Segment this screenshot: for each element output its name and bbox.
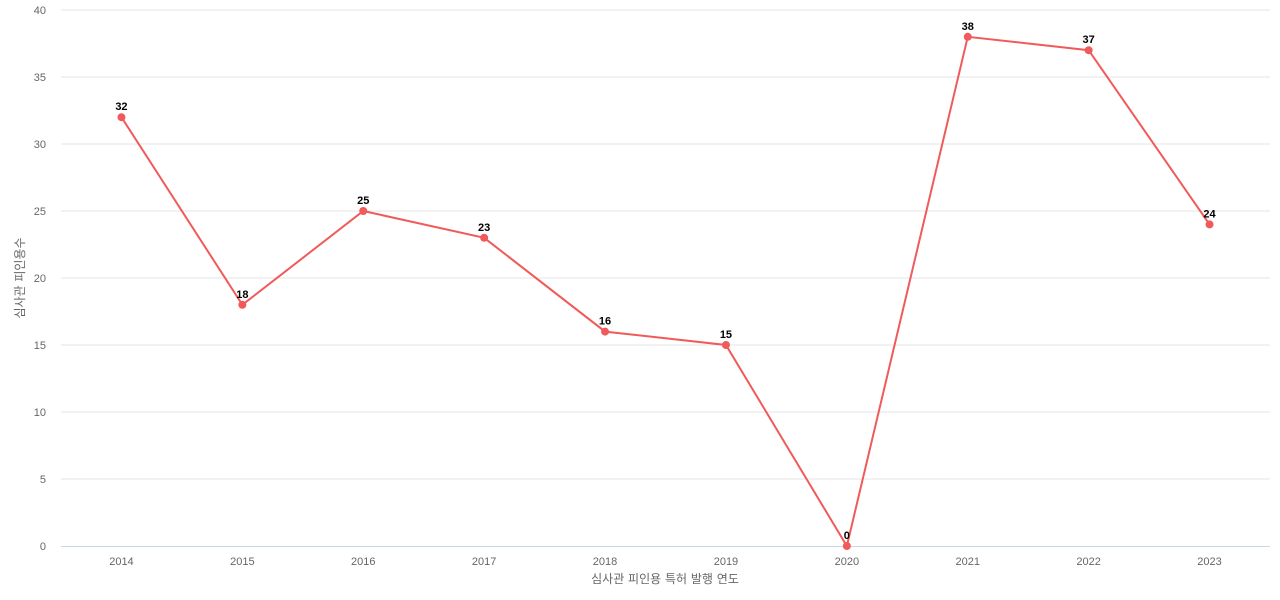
data-point — [842, 542, 851, 550]
x-axis-ticks: 2014 2015 2016 2017 2018 2019 2020 2021 2022 2023 — [109, 556, 1222, 568]
data-point — [963, 32, 972, 41]
y-tick-label: 0 — [40, 541, 46, 553]
data-label: 24 — [1203, 208, 1216, 220]
x-tick-label: 2022 — [1076, 556, 1100, 568]
data-label: 37 — [1083, 34, 1095, 46]
data-point — [601, 327, 610, 336]
gridlines — [61, 9, 1270, 480]
data-label: 18 — [236, 289, 248, 301]
x-tick-label: 2021 — [956, 556, 980, 568]
series-line — [120, 35, 1211, 549]
x-tick-label: 2019 — [714, 556, 738, 568]
data-label: 15 — [720, 329, 732, 341]
data-point — [721, 341, 730, 349]
y-tick-label: 30 — [34, 139, 46, 151]
data-label: 16 — [599, 316, 611, 328]
x-tick-label: 2023 — [1197, 556, 1221, 568]
y-tick-label: 5 — [40, 474, 46, 486]
data-point — [480, 233, 489, 242]
x-tick-label: 2016 — [351, 556, 375, 568]
y-axis-ticks: 0 5 10 15 20 25 30 35 40 — [34, 5, 46, 553]
data-points — [117, 32, 1214, 550]
y-tick-label: 10 — [34, 407, 46, 419]
data-point — [359, 207, 368, 215]
x-axis-title: 심사관 피인용 특허 발행 연도 — [591, 571, 739, 586]
y-tick-label: 40 — [34, 5, 46, 17]
data-point — [117, 113, 126, 122]
data-point — [238, 300, 247, 309]
data-point — [1205, 220, 1214, 229]
y-tick-label: 20 — [34, 273, 46, 285]
y-tick-label: 15 — [34, 340, 46, 352]
y-axis-title: 심사관 피인용수 — [13, 237, 27, 318]
y-tick-label: 35 — [34, 72, 46, 84]
x-tick-label: 2020 — [835, 556, 859, 568]
x-tick-label: 2018 — [593, 556, 617, 568]
x-tick-label: 2015 — [230, 556, 254, 568]
data-labels: 32 18 25 23 16 15 0 38 37 24 — [115, 21, 1216, 542]
data-label: 0 — [844, 530, 850, 542]
y-tick-label: 25 — [34, 206, 46, 218]
data-label: 38 — [962, 21, 974, 33]
x-tick-label: 2014 — [109, 556, 133, 568]
data-label: 25 — [357, 195, 369, 207]
data-point — [1084, 46, 1093, 55]
x-tick-label: 2017 — [472, 556, 496, 568]
data-label: 32 — [115, 101, 127, 113]
data-label: 23 — [478, 222, 490, 234]
